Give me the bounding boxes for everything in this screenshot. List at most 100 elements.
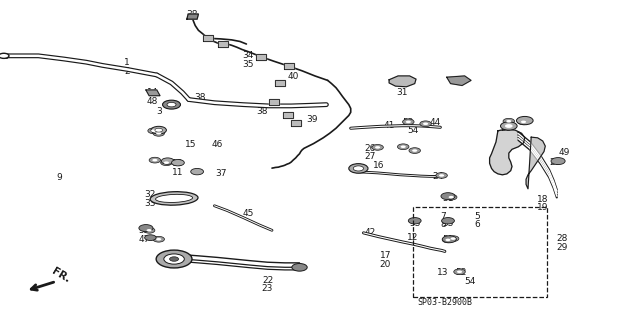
Text: 38: 38	[186, 10, 198, 19]
Circle shape	[292, 263, 307, 271]
Circle shape	[516, 116, 533, 125]
Text: 3: 3	[156, 107, 161, 116]
Text: 33: 33	[145, 199, 156, 208]
Text: 9: 9	[56, 173, 61, 182]
Text: 23: 23	[262, 284, 273, 293]
Polygon shape	[283, 112, 293, 118]
Text: 10: 10	[172, 159, 184, 168]
Text: 44: 44	[429, 118, 441, 127]
Text: 49: 49	[559, 148, 570, 157]
Circle shape	[170, 257, 179, 261]
Circle shape	[147, 229, 152, 232]
Circle shape	[397, 144, 409, 150]
Text: 51: 51	[442, 194, 454, 203]
Circle shape	[143, 227, 155, 233]
Circle shape	[451, 237, 456, 240]
Text: 52: 52	[455, 268, 467, 277]
Text: 6: 6	[474, 220, 479, 229]
Text: 50: 50	[519, 117, 531, 126]
Polygon shape	[269, 99, 279, 105]
Polygon shape	[447, 76, 471, 85]
Circle shape	[139, 225, 153, 232]
Circle shape	[167, 102, 176, 107]
Circle shape	[447, 236, 459, 241]
Text: 32: 32	[145, 190, 156, 199]
Polygon shape	[275, 80, 285, 86]
Circle shape	[151, 130, 156, 132]
Circle shape	[161, 160, 172, 166]
Ellipse shape	[156, 194, 193, 203]
Polygon shape	[218, 41, 228, 47]
Circle shape	[409, 148, 420, 153]
Circle shape	[153, 236, 164, 242]
Text: 8: 8	[440, 220, 445, 229]
Circle shape	[401, 145, 406, 148]
Circle shape	[454, 269, 465, 275]
Circle shape	[156, 238, 161, 241]
Text: 55: 55	[442, 219, 454, 228]
Circle shape	[153, 130, 164, 136]
Circle shape	[172, 160, 184, 166]
Circle shape	[151, 126, 166, 134]
Polygon shape	[284, 63, 294, 69]
Circle shape	[445, 239, 451, 241]
Text: 54: 54	[465, 277, 476, 286]
Circle shape	[551, 158, 565, 165]
Text: 36: 36	[153, 128, 164, 137]
Text: 18: 18	[537, 195, 548, 204]
Text: 38: 38	[257, 107, 268, 116]
Circle shape	[406, 121, 411, 123]
Circle shape	[164, 254, 184, 264]
Polygon shape	[187, 14, 198, 19]
Text: 40: 40	[287, 72, 299, 81]
Text: 21: 21	[550, 158, 561, 167]
Circle shape	[518, 119, 529, 125]
Circle shape	[420, 121, 431, 127]
Text: 41: 41	[383, 121, 395, 130]
Text: 39: 39	[307, 115, 318, 124]
Text: 20: 20	[380, 260, 391, 269]
Polygon shape	[256, 54, 266, 60]
Text: 7: 7	[440, 212, 445, 221]
Circle shape	[148, 128, 159, 134]
Circle shape	[457, 271, 462, 273]
Polygon shape	[203, 35, 213, 41]
Circle shape	[505, 124, 513, 128]
Circle shape	[164, 161, 169, 164]
Text: 17: 17	[380, 251, 391, 260]
Circle shape	[156, 250, 192, 268]
Text: 25: 25	[500, 124, 511, 133]
Polygon shape	[526, 137, 545, 189]
Text: 5: 5	[474, 212, 479, 221]
Text: 48: 48	[147, 97, 158, 106]
Circle shape	[353, 166, 364, 171]
Text: 12: 12	[407, 233, 419, 242]
Text: 47: 47	[138, 235, 150, 244]
Text: 2: 2	[124, 67, 129, 76]
Circle shape	[156, 132, 161, 135]
Text: 54: 54	[407, 126, 419, 135]
Circle shape	[503, 118, 515, 124]
Circle shape	[191, 168, 204, 175]
Polygon shape	[490, 129, 525, 175]
Circle shape	[375, 146, 380, 149]
Circle shape	[506, 120, 511, 122]
Circle shape	[155, 128, 163, 132]
Text: 37: 37	[215, 169, 227, 178]
Text: 30: 30	[396, 79, 408, 88]
Text: 34: 34	[243, 51, 254, 60]
Circle shape	[500, 122, 517, 130]
Bar	[413, 207, 547, 297]
Text: 38: 38	[284, 112, 295, 121]
Circle shape	[145, 235, 156, 241]
Text: 11: 11	[172, 168, 184, 177]
Text: 19: 19	[537, 204, 548, 212]
Circle shape	[442, 236, 456, 243]
Polygon shape	[291, 120, 301, 126]
Text: 38: 38	[194, 93, 205, 102]
Circle shape	[449, 196, 454, 198]
Text: 27: 27	[364, 152, 376, 161]
Circle shape	[439, 174, 444, 177]
Text: 31: 31	[396, 88, 408, 97]
Circle shape	[412, 149, 417, 152]
